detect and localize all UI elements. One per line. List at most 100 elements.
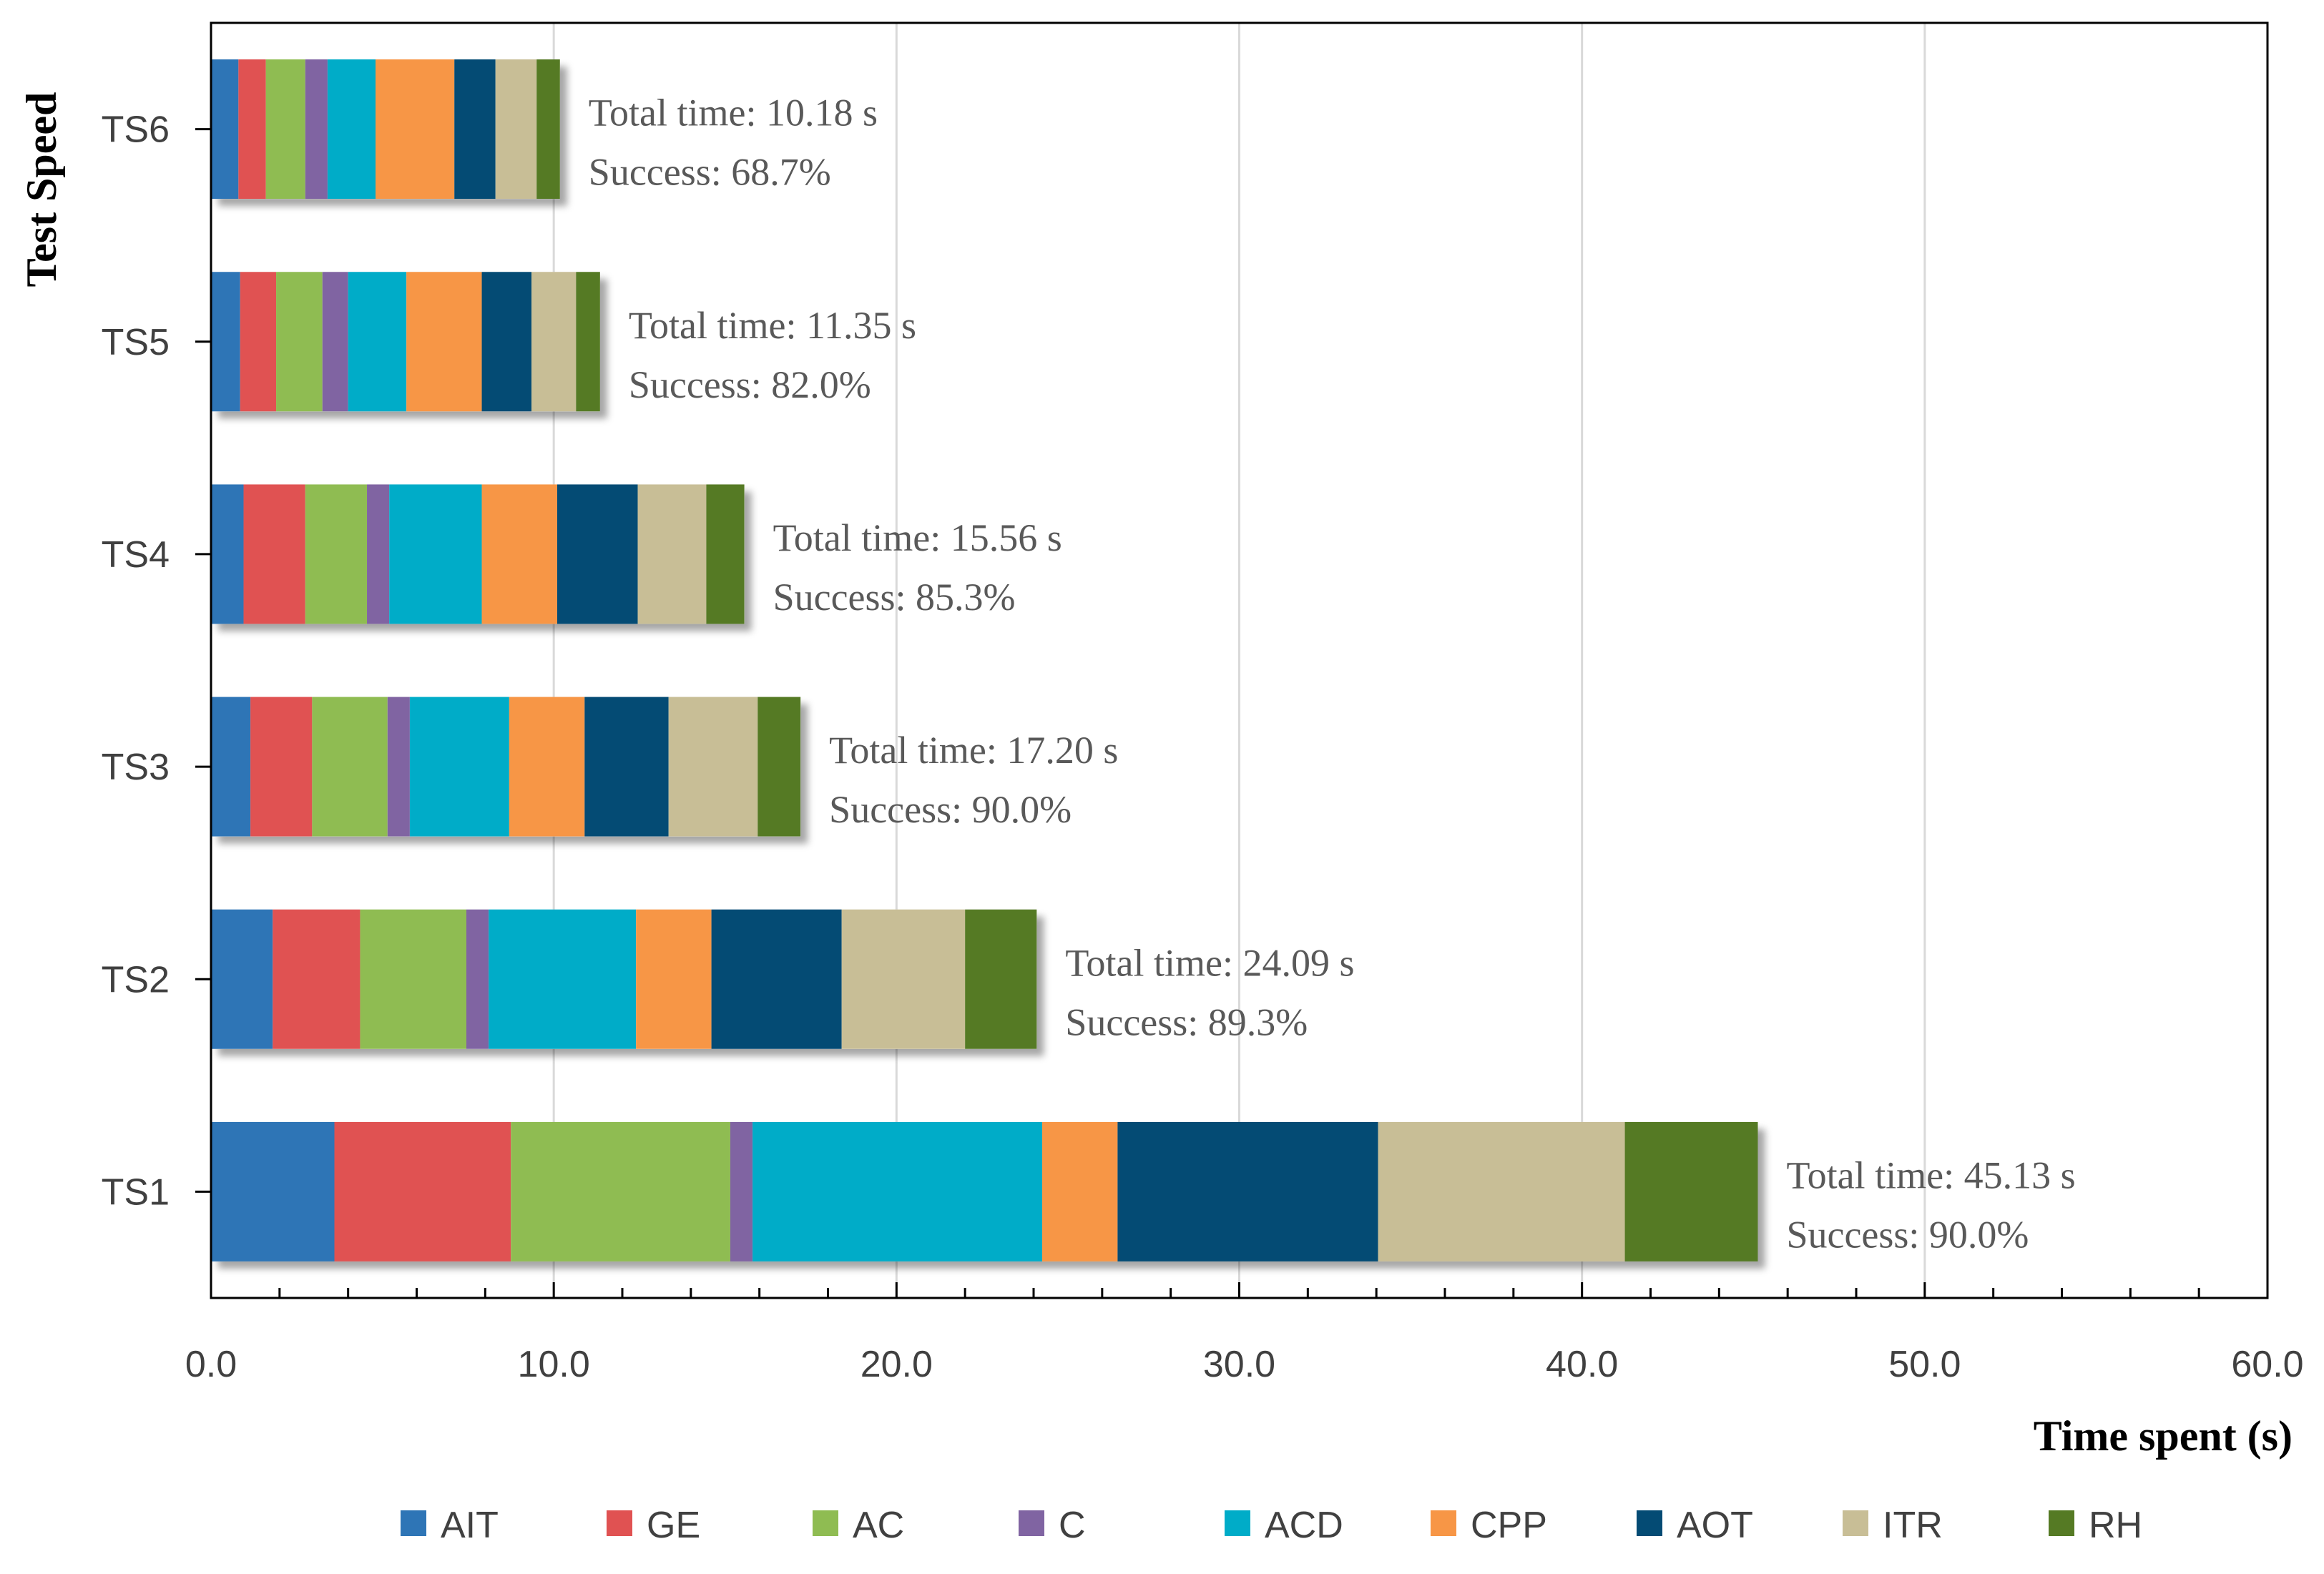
y-tick-label-ts3: TS3 [102,747,170,788]
bar-segment-ts6-ge [238,59,266,200]
bar-segment-ts3-acd [409,697,509,837]
legend-label-ge: GE [647,1505,700,1546]
y-tick-label-ts4: TS4 [102,534,170,576]
bar-segment-ts2-ait [211,909,273,1049]
bar-segment-ts4-aot [557,484,638,624]
bar-segment-ts5-acd [348,272,407,412]
legend-label-aot: AOT [1677,1505,1753,1546]
bar-segment-ts1-c [730,1121,753,1261]
legend-item-ac[interactable]: AC [813,1505,904,1546]
legend[interactable]: AIT GE AC C ACD CPP AOT ITR RH [401,1505,2142,1546]
bar-segment-ts1-cpp [1041,1121,1118,1261]
bar-segment-ts5-cpp [406,272,482,412]
bar-segment-ts5-ac [276,272,323,412]
legend-label-ac: AC [853,1505,904,1546]
success-label-ts1: Success: 90.0% [1786,1213,2029,1256]
x-tick-label: 0.0 [185,1344,237,1385]
legend-swatch-ac [813,1510,838,1536]
bar-group-ts2 [211,909,1037,1049]
legend-swatch-rh [2049,1510,2074,1536]
x-axis-title: Time spent (s) [2034,1412,2293,1460]
bar-segment-ts4-ac [305,484,368,624]
legend-item-c[interactable]: C [1019,1505,1086,1546]
legend-label-ait: AIT [441,1505,499,1546]
bar-segment-ts3-ge [250,697,313,837]
success-label-ts5: Success: 82.0% [629,363,871,406]
bar-annotations: Total time: 10.18 s Success: 68.7% Total t… [589,92,2076,1256]
bar-segment-ts5-aot [481,272,532,412]
bar-segment-ts2-rh [965,909,1037,1049]
y-tick-label-ts6: TS6 [102,109,170,151]
y-tick-label-ts5: TS5 [102,322,170,363]
bar-segment-ts6-ac [265,59,305,200]
success-label-ts3: Success: 90.0% [829,788,1072,831]
legend-item-aot[interactable]: AOT [1637,1505,1753,1546]
total-time-label-ts5: Total time: 11.35 s [629,304,916,347]
bar-segment-ts5-c [322,272,348,412]
success-label-ts4: Success: 85.3% [773,576,1016,619]
x-tick-label: 30.0 [1203,1344,1275,1385]
legend-label-itr: ITR [1883,1505,1943,1546]
legend-item-itr[interactable]: ITR [1843,1505,1943,1546]
bar-segment-ts6-cpp [376,59,455,200]
bar-group-ts5 [211,272,600,412]
legend-item-ait[interactable]: AIT [401,1505,499,1546]
bar-segment-ts1-aot [1117,1121,1378,1261]
legend-item-cpp[interactable]: CPP [1431,1505,1547,1546]
legend-label-acd: ACD [1265,1505,1343,1546]
legend-swatch-c [1019,1510,1044,1536]
bar-segment-ts6-ait [211,59,239,200]
bar-segment-ts4-itr [637,484,707,624]
total-time-label-ts3: Total time: 17.20 s [829,729,1118,772]
bar-segment-ts3-ait [211,697,251,837]
legend-label-cpp: CPP [1471,1505,1547,1546]
total-time-label-ts1: Total time: 45.13 s [1786,1154,2075,1196]
bar-segment-ts3-ac [312,697,388,837]
bar-segment-ts4-ait [211,484,244,624]
legend-item-rh[interactable]: RH [2049,1505,2142,1546]
bar-segment-ts4-ge [243,484,305,624]
bar-segment-ts2-aot [711,909,842,1049]
bar-segment-ts6-itr [495,59,537,200]
bar-segment-ts3-aot [584,697,669,837]
bars [211,59,1758,1261]
bar-segment-ts6-acd [327,59,376,200]
bar-segment-ts5-itr [531,272,577,412]
bar-segment-ts2-ge [273,909,361,1049]
y-tick-label-ts1: TS1 [102,1171,170,1213]
gridlines [552,23,1926,1298]
legend-swatch-ait [401,1510,426,1536]
x-tick-label: 10.0 [518,1344,590,1385]
bar-segment-ts1-acd [752,1121,1042,1261]
legend-item-ge[interactable]: GE [607,1505,700,1546]
bar-segment-ts6-rh [536,59,560,200]
x-tick-label: 20.0 [861,1344,933,1385]
success-label-ts2: Success: 89.3% [1065,1000,1308,1043]
x-tick-label: 60.0 [2231,1344,2303,1385]
bar-segment-ts1-ge [334,1121,511,1261]
legend-label-rh: RH [2089,1505,2142,1546]
bar-segment-ts5-ait [211,272,240,412]
legend-swatch-cpp [1431,1510,1456,1536]
bar-segment-ts5-ge [240,272,277,412]
bar-segment-ts4-acd [389,484,482,624]
bar-segment-ts2-cpp [636,909,712,1049]
bar-segment-ts1-ait [211,1121,335,1261]
bar-segment-ts1-itr [1378,1121,1625,1261]
bar-segment-ts2-ac [360,909,466,1049]
x-tick-label: 40.0 [1546,1344,1618,1385]
bar-group-ts4 [211,484,745,624]
bar-segment-ts3-itr [668,697,758,837]
bar-segment-ts6-c [305,59,328,200]
bar-segment-ts6-aot [454,59,496,200]
bar-segment-ts2-acd [489,909,637,1049]
bar-segment-ts3-cpp [509,697,585,837]
bar-segment-ts3-rh [757,697,801,837]
legend-item-acd[interactable]: ACD [1225,1505,1343,1546]
bar-segment-ts4-c [367,484,390,624]
y-tick-label-ts2: TS2 [102,959,170,1000]
bar-segment-ts2-itr [841,909,966,1049]
success-label-ts6: Success: 68.7% [589,151,831,194]
bar-segment-ts1-ac [511,1121,730,1261]
